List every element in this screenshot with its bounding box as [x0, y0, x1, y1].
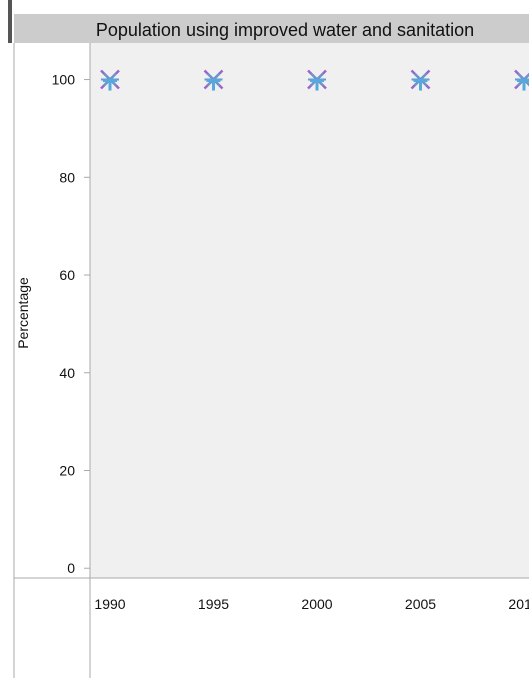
corner-strip: [0, 0, 8, 43]
data-markers: [100, 69, 529, 91]
x-tick-label: 1995: [198, 596, 229, 612]
x-tick-label: 2010: [508, 596, 529, 612]
corner-divider: [8, 0, 12, 43]
y-ticks: 0 20 40 60 80 100: [52, 72, 90, 576]
y-tick-label: 20: [59, 462, 75, 478]
y-tick-label: 0: [67, 560, 75, 576]
x-tick-label: 2005: [405, 596, 436, 612]
y-tick-label: 100: [52, 72, 76, 88]
y-axis-label: Percentage: [15, 277, 31, 349]
chart-title: Population using improved water and sani…: [96, 20, 474, 40]
y-tick-label: 60: [59, 267, 75, 283]
marker-tri-down: [310, 79, 324, 91]
marker-tri-down: [103, 79, 117, 91]
x-tick-label: 1990: [94, 596, 125, 612]
marker-tri-down: [206, 79, 221, 91]
y-tick-label: 80: [59, 169, 75, 185]
plot-area: [90, 43, 529, 578]
x-ticks: 1990 1995 2000 2005 2010: [94, 596, 529, 612]
x-tick-label: 2000: [301, 596, 332, 612]
title-bar: [14, 14, 529, 43]
y-tick-label: 40: [59, 365, 75, 381]
marker-tri-down: [413, 79, 428, 91]
